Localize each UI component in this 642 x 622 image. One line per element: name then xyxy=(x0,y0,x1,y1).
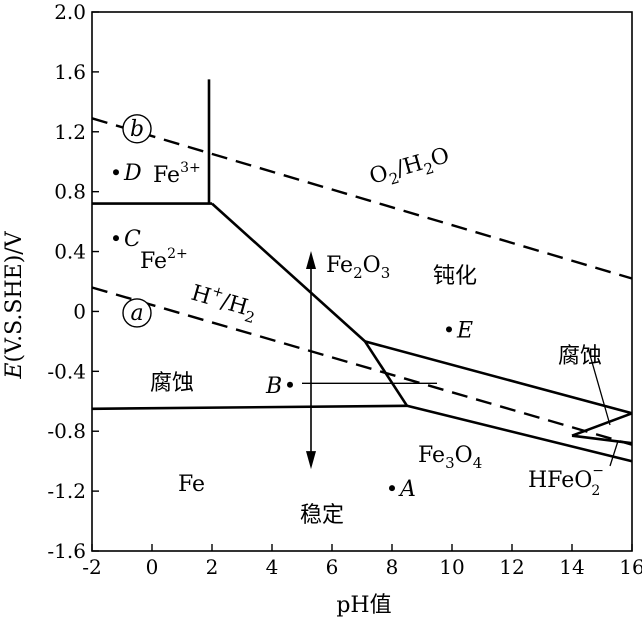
corrosion-right-leader-line xyxy=(587,347,611,426)
region-fe3o4-label: Fe3O4 xyxy=(418,443,482,472)
x-axis-title: pH值 xyxy=(336,593,391,618)
x-tick-label: 0 xyxy=(146,555,159,579)
point-E-label: E xyxy=(456,318,473,343)
y-tick-label: -0.4 xyxy=(47,359,86,383)
point-A-dot xyxy=(389,485,395,492)
point-B-dot xyxy=(287,381,293,388)
x-tick-label: 10 xyxy=(439,555,464,579)
region-fe3-label: Fe3+ xyxy=(153,160,201,188)
arrow-head-up xyxy=(306,251,316,270)
axis-ticks: -2 0 2 4 6 8 10 12 14 16 2.0 1.6 1.2 0.8 0.4 0 -0.4 -0.8 -… xyxy=(47,0,642,579)
y-tick-label: -0.8 xyxy=(47,419,86,443)
x-tick-label: 6 xyxy=(326,555,339,579)
point-C-label: C xyxy=(124,227,141,252)
region-stable-label: 稳定 xyxy=(300,503,344,528)
h-h2-line-label: H+/H2 xyxy=(187,278,260,327)
dashed-line-b xyxy=(91,117,633,280)
y-tick-label: -1.6 xyxy=(47,539,86,563)
circled-label-b xyxy=(122,114,152,144)
x-tick-label: 14 xyxy=(559,555,584,579)
plot-frame xyxy=(91,11,633,552)
point-A-label: A xyxy=(398,477,416,502)
ph-adjust-arrow xyxy=(302,251,437,470)
region-corrosion-right-label: 腐蚀 xyxy=(558,344,602,369)
boundary-lines xyxy=(91,79,633,463)
state-points: A B C D E xyxy=(113,161,473,502)
region-corrosion-left-label: 腐蚀 xyxy=(150,371,194,396)
arrow-head-down xyxy=(306,451,316,470)
circled-label-text-a: a xyxy=(130,301,143,326)
x-tick-label: 2 xyxy=(206,555,219,579)
dashed-line-a xyxy=(91,286,633,446)
region-hfeo2-label: HFeO2− xyxy=(528,463,604,499)
boundary-line-6 xyxy=(406,404,633,463)
hfeo2-leader-line xyxy=(609,440,619,467)
circled-label-text-b: b xyxy=(130,117,144,142)
point-B-label: B xyxy=(265,374,282,399)
dashed-reference-lines: ba xyxy=(91,114,633,446)
x-tick-label: -2 xyxy=(82,555,101,579)
plot-border xyxy=(91,11,633,552)
y-tick-label: 0.8 xyxy=(54,180,86,204)
o2-h2o-line-label: O2/H2O xyxy=(367,143,454,193)
x-tick-label: 8 xyxy=(386,555,399,579)
region-fe2o3-label: Fe2O3 xyxy=(326,253,390,282)
region-fe2-label: Fe2+ xyxy=(140,246,188,274)
y-axis-title: E(V.S.SHE)/V xyxy=(2,230,27,379)
y-tick-label: 1.2 xyxy=(54,120,86,144)
region-passivation-label: 钝化 xyxy=(433,264,477,289)
circled-label-a xyxy=(122,298,152,328)
point-E-dot xyxy=(446,326,452,333)
point-C-dot xyxy=(113,235,119,242)
x-tick-label: 4 xyxy=(266,555,279,579)
boundary-line-7 xyxy=(571,412,633,437)
x-tick-label: 12 xyxy=(499,555,524,579)
y-tick-label: 1.6 xyxy=(54,60,86,84)
boundary-line-4 xyxy=(91,404,408,411)
y-tick-label: 2.0 xyxy=(54,0,86,24)
point-D-label: D xyxy=(123,161,142,186)
x-tick-label: 16 xyxy=(619,555,642,579)
y-tick-label: 0 xyxy=(73,299,86,323)
y-tick-label: -1.2 xyxy=(47,479,86,503)
region-fe-label: Fe xyxy=(178,472,205,497)
boundary-line-5 xyxy=(364,340,633,415)
point-D-dot xyxy=(113,169,119,176)
boundary-line-2 xyxy=(211,202,366,343)
y-tick-label: 0.4 xyxy=(54,240,86,264)
